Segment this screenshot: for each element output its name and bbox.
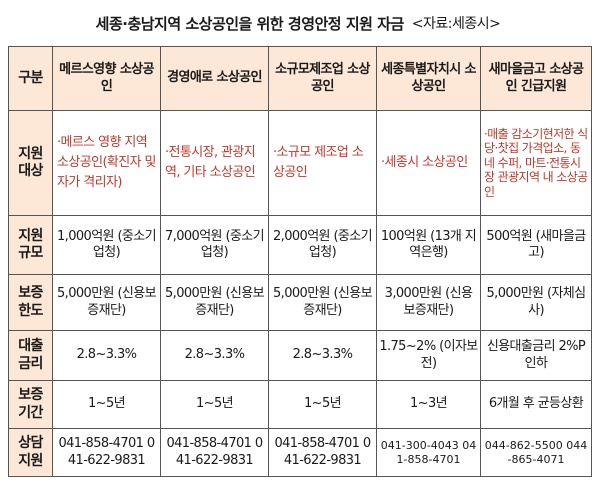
- table-cell: 2.8~3.3%: [160, 330, 269, 381]
- table-cell: 041-858-4701 041-622-9831: [160, 428, 269, 477]
- table-cell: ·매출 감소기현저한 식당·찻집 가격업소, 동네 수퍼, 마트·전통시장 관광…: [480, 110, 592, 216]
- table-row-scale: 지원 규모 1,000억원 (중소기업청) 7,000억원 (중소기업청) 2,…: [8, 215, 592, 275]
- table-cell: 1,000억원 (중소기업청): [52, 215, 161, 275]
- column-header: 메르스영향 소상공인: [52, 46, 161, 111]
- table-cell: 7,000억원 (중소기업청): [160, 215, 269, 275]
- table-row-target: 지원 대상 ·메르스 영향 지역 소상공인(확진자 및 자가 격리자) ·전통시…: [8, 110, 592, 216]
- table-cell: ·세종시 소상공인: [376, 110, 481, 216]
- table-cell: 1~5년: [268, 380, 377, 429]
- table-cell: 5,000만원 (신용보증재단): [160, 274, 269, 331]
- table-cell: 1.75~2% (이자보전): [376, 330, 481, 381]
- table-cell: 2.8~3.3%: [52, 330, 161, 381]
- table-cell: ·소규모 제조업 소상공인: [268, 110, 377, 216]
- table-cell: ·메르스 영향 지역 소상공인(확진자 및 자가 격리자): [52, 110, 161, 216]
- column-header: 경영애로 소상공인: [160, 46, 269, 111]
- table-cell: 041-858-4701 041-622-9831: [268, 428, 377, 477]
- table-cell: 041-858-4701 041-622-9831: [52, 428, 161, 477]
- title-source: <자료:세종시>: [411, 16, 501, 32]
- table-cell: 2.8~3.3%: [268, 330, 377, 381]
- table-cell: 5,000만원 (신용보증재단): [268, 274, 377, 331]
- column-header: 세종특별자치시 소상공인: [376, 46, 481, 111]
- table-cell: 2,000억원 (중소기업청): [268, 215, 377, 275]
- table-cell: 1~3년: [376, 380, 481, 429]
- table-cell: 5,000만원 (신용보증재단): [52, 274, 161, 331]
- table-cell: 3,000만원 (신용보증재단): [376, 274, 481, 331]
- row-header: 지원 대상: [8, 110, 53, 216]
- row-header: 상담 지원: [8, 428, 53, 477]
- table-row-guarantee-limit: 보증 한도 5,000만원 (신용보증재단) 5,000만원 (신용보증재단) …: [8, 274, 592, 331]
- corner-header: 구분: [8, 46, 53, 111]
- table-cell: 041-300-4043 041-858-4701: [376, 428, 481, 477]
- row-header: 대출 금리: [8, 330, 53, 381]
- table-header-row: 구분 메르스영향 소상공인 경영애로 소상공인 소규모제조업 소상공인 세종특별…: [8, 46, 592, 111]
- table-cell: 6개월 후 균등상환: [480, 380, 592, 429]
- document-title: 세종·충남지역 소상공인을 위한 경영안정 지원 자금 <자료:세종시>: [0, 0, 596, 46]
- row-header: 보증 기간: [8, 380, 53, 429]
- table-cell: ·전통시장, 관광지역, 기타 소상공인: [160, 110, 269, 216]
- table-row-period: 보증 기간 1~5년 1~5년 1~5년 1~3년 6개월 후 균등상환: [8, 380, 592, 429]
- table-cell: 5,000만원 (자체심사): [480, 274, 592, 331]
- table-cell: 500억원 (새마을금고): [480, 215, 592, 275]
- title-main: 세종·충남지역 소상공인을 위한 경영안정 지원 자금: [95, 14, 405, 33]
- table-cell: 100억원 (13개 지역은행): [376, 215, 481, 275]
- column-header: 새마을금고 소상공인 긴급지원: [480, 46, 592, 111]
- table-row-interest: 대출 금리 2.8~3.3% 2.8~3.3% 2.8~3.3% 1.75~2%…: [8, 330, 592, 381]
- table-cell: 044-862-5500 044-865-4071: [480, 428, 592, 477]
- table-cell: 1~5년: [160, 380, 269, 429]
- column-header: 소규모제조업 소상공인: [268, 46, 377, 111]
- table-row-contact: 상담 지원 041-858-4701 041-622-9831 041-858-…: [8, 428, 592, 477]
- support-fund-table: 구분 메르스영향 소상공인 경영애로 소상공인 소규모제조업 소상공인 세종특별…: [8, 46, 592, 477]
- row-header: 지원 규모: [8, 215, 53, 275]
- row-header: 보증 한도: [8, 274, 53, 331]
- table-cell: 1~5년: [52, 380, 161, 429]
- table-cell: 신용대출금리 2%P인하: [480, 330, 592, 381]
